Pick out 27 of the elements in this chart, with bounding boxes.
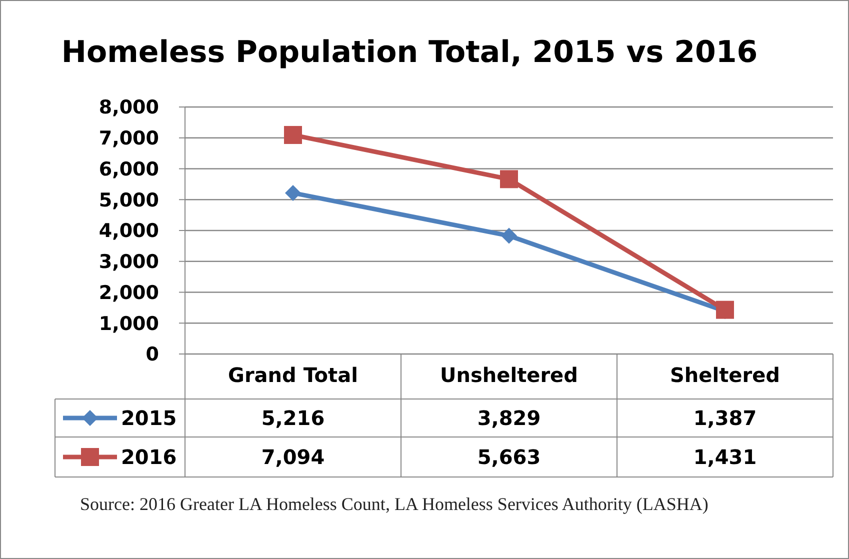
legend-label: 2016 — [121, 445, 177, 469]
legend-label: 2015 — [121, 406, 177, 430]
data-label: 5,663 — [477, 445, 541, 469]
point — [284, 126, 302, 144]
y-tick-label: 2,000 — [98, 282, 159, 304]
y-tick-label: 7,000 — [98, 128, 159, 150]
y-tick-label: 4,000 — [98, 220, 159, 242]
data-label: 3,829 — [477, 406, 541, 430]
data-label: 7,094 — [261, 445, 325, 469]
point — [285, 184, 301, 201]
y-tick-label: 6,000 — [98, 158, 159, 180]
x-tick-label: Sheltered — [670, 363, 780, 387]
y-tick-label: 8,000 — [98, 96, 159, 119]
x-tick-label: Unsheltered — [440, 363, 578, 387]
point — [501, 228, 517, 244]
y-tick-label: 3,000 — [98, 251, 159, 274]
y-tick-label: 1,000 — [98, 312, 159, 335]
data-label: 5,216 — [261, 406, 325, 430]
source-note: Source: 2016 Greater LA Homeless Count, LA Homeless Services Authority (LASHA) — [80, 493, 710, 516]
data-label: 1,431 — [693, 445, 757, 469]
y-tick-label: 0 — [146, 344, 159, 366]
x-tick-label: Grand Total — [228, 363, 358, 387]
point — [716, 300, 734, 319]
chart-title: Homeless Population Total, 2015 vs 2016 — [61, 35, 758, 70]
data-label: 1,387 — [693, 406, 757, 430]
point — [500, 170, 518, 188]
y-tick-label: 5,000 — [98, 189, 159, 212]
